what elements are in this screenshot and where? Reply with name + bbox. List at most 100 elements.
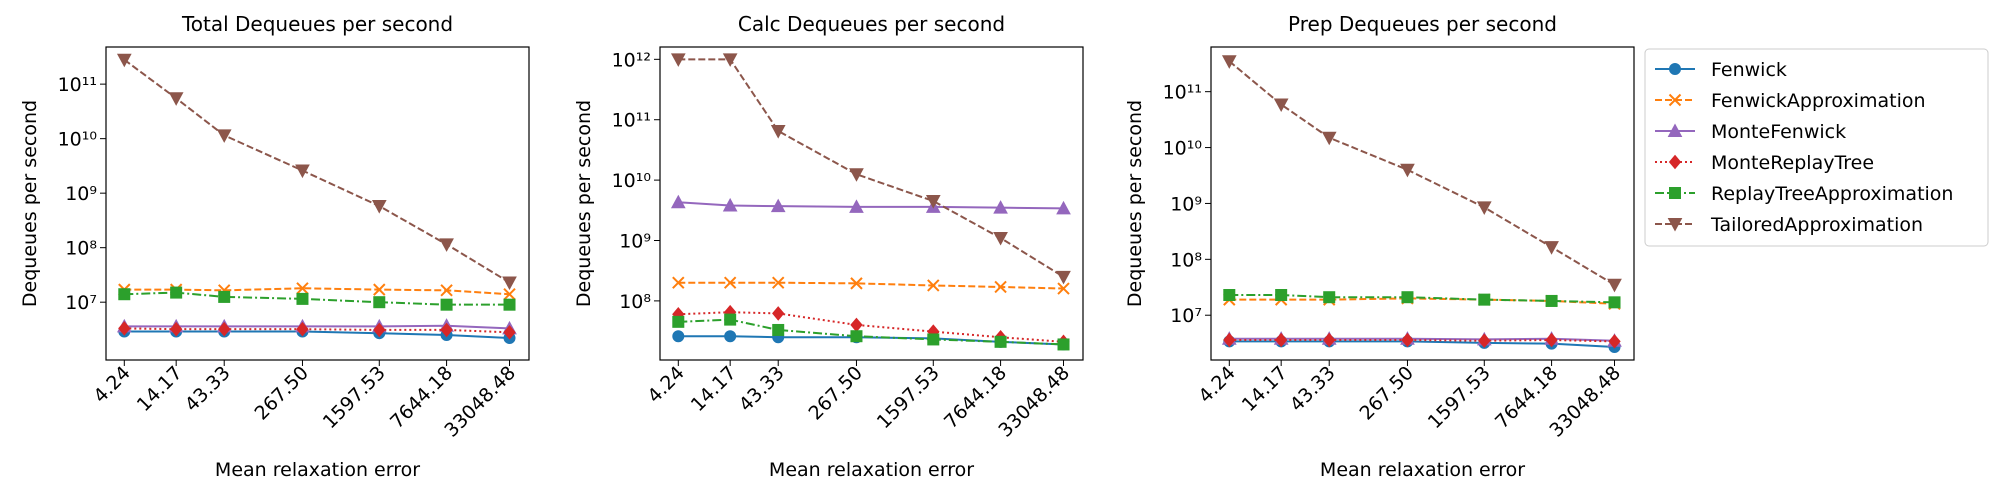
series-line	[678, 201, 1064, 210]
marker	[170, 321, 183, 337]
marker	[170, 286, 183, 299]
subplot: Total Dequeues per second Mean relaxation…	[19, 12, 530, 481]
marker	[296, 292, 309, 305]
plot-frame	[1210, 46, 1635, 361]
plot-frame	[659, 46, 1084, 361]
marker	[850, 330, 863, 343]
marker	[216, 129, 232, 143]
x-tick-label: 4.24	[1194, 362, 1239, 407]
y-tick-label: 10¹²	[612, 49, 651, 71]
marker	[503, 298, 516, 311]
marker	[371, 200, 387, 214]
subplot: Prep Dequeues per second Mean relaxation …	[1124, 12, 1635, 481]
x-tick-label: 43.33	[1286, 362, 1340, 416]
marker	[772, 276, 785, 289]
marker	[440, 298, 453, 311]
marker	[1545, 332, 1558, 348]
marker	[672, 276, 685, 289]
marker	[850, 277, 863, 290]
marker	[1478, 333, 1491, 348]
y-axis-label: Dequeues per second	[1124, 100, 1146, 307]
marker	[218, 321, 231, 337]
marker	[1056, 270, 1071, 285]
marker	[1056, 200, 1071, 215]
marker	[1275, 332, 1288, 348]
marker	[1669, 63, 1681, 75]
y-tick-label: 10⁸	[65, 238, 97, 260]
marker	[993, 231, 1008, 246]
x-tick-label: 267.50	[250, 362, 313, 425]
legend: Fenwick FenwickApproximation MonteFenwick M…	[1644, 48, 1989, 247]
marker	[1223, 289, 1236, 302]
marker	[440, 322, 453, 338]
y-tick-label: 10⁹	[65, 183, 97, 205]
legend-label: Fenwick	[1711, 59, 1787, 81]
marker	[722, 197, 738, 212]
legend-label: MonteFenwick	[1711, 121, 1846, 143]
legend-label: TailoredApproximation	[1710, 214, 1923, 236]
marker	[503, 288, 516, 301]
x-tick-label: 267.50	[804, 362, 867, 425]
marker	[670, 194, 686, 209]
y-tick-label: 10⁸	[619, 291, 651, 313]
marker	[925, 195, 941, 209]
subplot: Calc Dequeues per second Mean relaxation …	[573, 12, 1084, 481]
x-tick-label: 1597.53	[1424, 362, 1495, 433]
marker	[1607, 278, 1622, 293]
y-axis-label: Dequeues per second	[573, 100, 595, 307]
marker	[1545, 294, 1558, 307]
marker	[373, 322, 386, 338]
marker	[295, 164, 310, 179]
marker	[296, 321, 309, 337]
marker	[1544, 241, 1559, 255]
marker	[994, 335, 1007, 348]
x-tick-label: 43.33	[181, 362, 235, 416]
marker	[118, 321, 131, 336]
series-line	[678, 58, 1065, 278]
marker	[1323, 332, 1336, 348]
y-tick-label: 10¹⁰	[58, 129, 97, 151]
marker	[770, 125, 786, 139]
marker	[993, 200, 1008, 214]
marker	[672, 330, 685, 343]
x-tick-label: 14.17	[1238, 362, 1292, 416]
x-tick-label: 267.50	[1355, 362, 1418, 425]
marker	[723, 276, 737, 289]
marker	[1478, 293, 1491, 306]
marker	[440, 284, 453, 297]
y-tick-label: 10¹¹	[612, 110, 651, 132]
y-tick-label: 10¹¹	[1163, 82, 1202, 104]
marker	[1669, 187, 1681, 199]
marker	[722, 53, 738, 67]
marker	[1273, 98, 1289, 113]
marker	[772, 306, 785, 321]
y-tick-label: 10⁷	[1170, 305, 1202, 327]
marker	[373, 283, 386, 296]
series-line	[1228, 60, 1616, 286]
marker	[502, 276, 517, 291]
x-axis-label: Mean relaxation error	[1320, 459, 1525, 481]
marker	[1223, 332, 1236, 348]
marker	[1401, 291, 1414, 304]
marker	[1221, 55, 1237, 69]
x-tick-label: 1597.53	[873, 362, 944, 433]
marker	[1323, 291, 1336, 304]
marker	[927, 279, 940, 292]
marker	[1476, 201, 1492, 215]
x-tick-label: 43.33	[735, 362, 789, 416]
marker	[994, 280, 1007, 294]
x-axis-label: Mean relaxation error	[769, 459, 974, 481]
legend-frame	[1644, 48, 1989, 247]
legend-label: ReplayTreeApproximation	[1711, 183, 1953, 205]
y-axis-label: Dequeues per second	[19, 100, 41, 307]
marker	[439, 238, 454, 252]
marker	[849, 168, 864, 182]
marker	[1608, 296, 1621, 309]
marker	[850, 317, 863, 333]
y-tick-label: 10¹⁰	[1163, 138, 1202, 160]
y-tick-label: 10⁸	[1170, 249, 1202, 271]
marker	[724, 330, 737, 343]
marker	[672, 315, 685, 328]
